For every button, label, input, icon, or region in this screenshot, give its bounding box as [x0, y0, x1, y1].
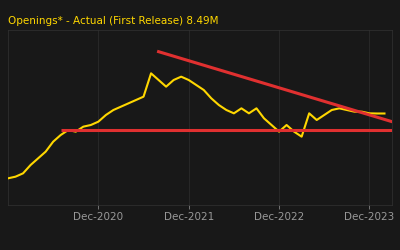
Text: Openings* - Actual (First Release) 8.49M: Openings* - Actual (First Release) 8.49M	[8, 16, 218, 26]
